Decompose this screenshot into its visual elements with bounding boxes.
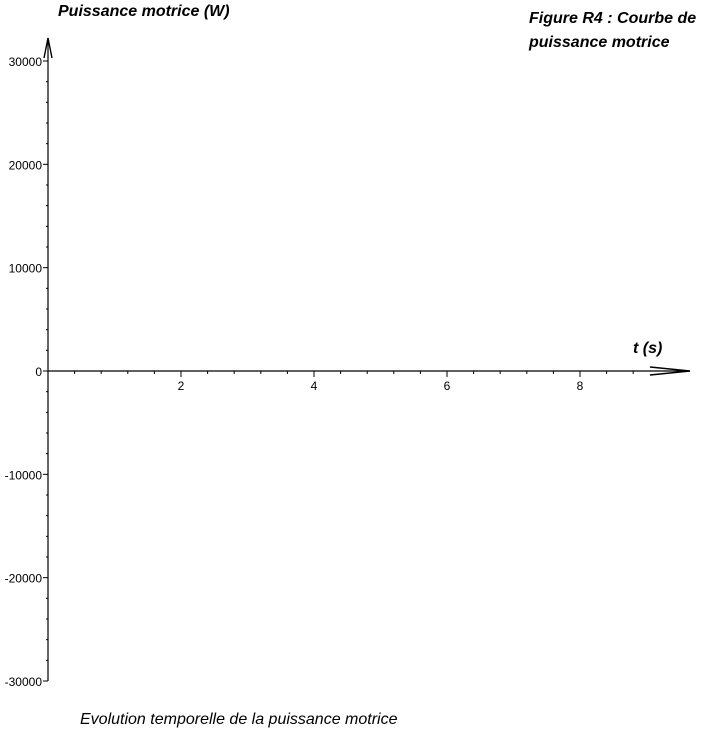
chart-caption: Evolution temporelle de la puissance mot… bbox=[80, 711, 398, 728]
y-tick-label: -10000 bbox=[5, 468, 43, 482]
x-axis-arrow bbox=[649, 366, 691, 376]
y-tick-label: -30000 bbox=[5, 675, 43, 689]
x-axis-title: t (s) bbox=[633, 340, 662, 357]
y-tick-label: 10000 bbox=[9, 262, 43, 276]
axes: -30000 -20000 -10000 0 10000 20000 30000 2 4 6 8 bbox=[5, 37, 691, 689]
y-tick-label: -20000 bbox=[5, 572, 43, 586]
x-tick-label: 8 bbox=[577, 379, 584, 393]
y-tick-label: 20000 bbox=[9, 158, 43, 172]
y-axis-arrow bbox=[43, 37, 53, 59]
y-tick-label: 30000 bbox=[9, 55, 43, 69]
x-tick-label: 2 bbox=[178, 379, 185, 393]
x-tick-label: 6 bbox=[444, 379, 451, 393]
figure-title-line-2: puissance motrice bbox=[528, 34, 670, 51]
y-axis-title: Puissance motrice (W) bbox=[58, 3, 230, 20]
y-tick-label: 0 bbox=[35, 365, 42, 379]
figure-title-line-1: Figure R4 : Courbe de bbox=[529, 10, 696, 27]
x-tick-label: 4 bbox=[311, 379, 318, 393]
